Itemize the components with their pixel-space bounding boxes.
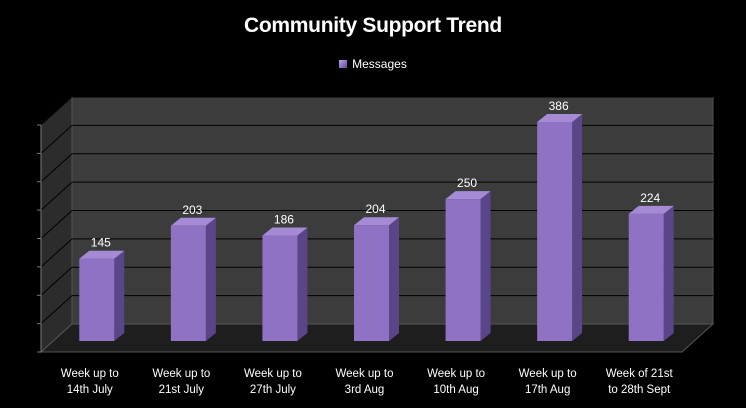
gridline-side: [40, 96, 73, 126]
bar-7: [628, 213, 664, 341]
x-tick-label: Week up to 14th July: [60, 368, 119, 396]
gridline-side: [40, 125, 73, 154]
bar-1: [79, 258, 115, 341]
bar-top: [537, 113, 583, 122]
bar-side: [389, 217, 399, 341]
gridline-side: [40, 238, 73, 268]
bar-side: [114, 250, 125, 341]
bar-side: [297, 227, 308, 341]
data-label: 250: [457, 176, 477, 190]
x-tick-label: Week up to 10th Aug: [427, 368, 486, 396]
bar-6: [537, 121, 573, 341]
bar-2: [170, 225, 206, 341]
gridline-side: [40, 153, 73, 183]
bar-top: [354, 217, 399, 226]
gridline-side: [40, 266, 73, 296]
x-tick-label: Week of 21st to 28th Sept: [605, 368, 673, 396]
bar-top: [445, 191, 491, 200]
bar-top: [262, 227, 308, 236]
bar-side: [663, 205, 674, 341]
chart-title: Community Support Trend: [244, 14, 502, 37]
gridline-side: [40, 210, 73, 239]
data-label: 386: [549, 99, 569, 113]
bar-5: [445, 199, 481, 341]
data-label: 224: [640, 191, 660, 205]
x-tick-label: Week up to 17th Aug: [518, 368, 577, 396]
gridline-side: [40, 295, 73, 324]
bar-4: [354, 225, 389, 341]
bar-side: [572, 113, 583, 341]
data-label: 203: [182, 203, 202, 217]
bar-side: [205, 217, 216, 341]
bar-side: [480, 191, 491, 341]
x-tick-label: Week up to 21st July: [152, 368, 211, 396]
x-tick-label: Week up to 3rd Aug: [335, 368, 394, 396]
legend-swatch-messages: [339, 60, 348, 68]
legend: Messages: [0, 57, 746, 71]
gridline-side: [40, 181, 73, 211]
x-tick-label: Week up to 27th July: [243, 368, 302, 396]
data-label: 204: [365, 202, 385, 216]
data-label: 186: [274, 212, 294, 226]
bar-top: [170, 217, 216, 226]
bar-top: [628, 205, 674, 214]
bar-3: [262, 235, 298, 341]
legend-label-messages: Messages: [352, 57, 407, 71]
bar-top: [79, 250, 125, 259]
data-label: 145: [91, 236, 111, 250]
